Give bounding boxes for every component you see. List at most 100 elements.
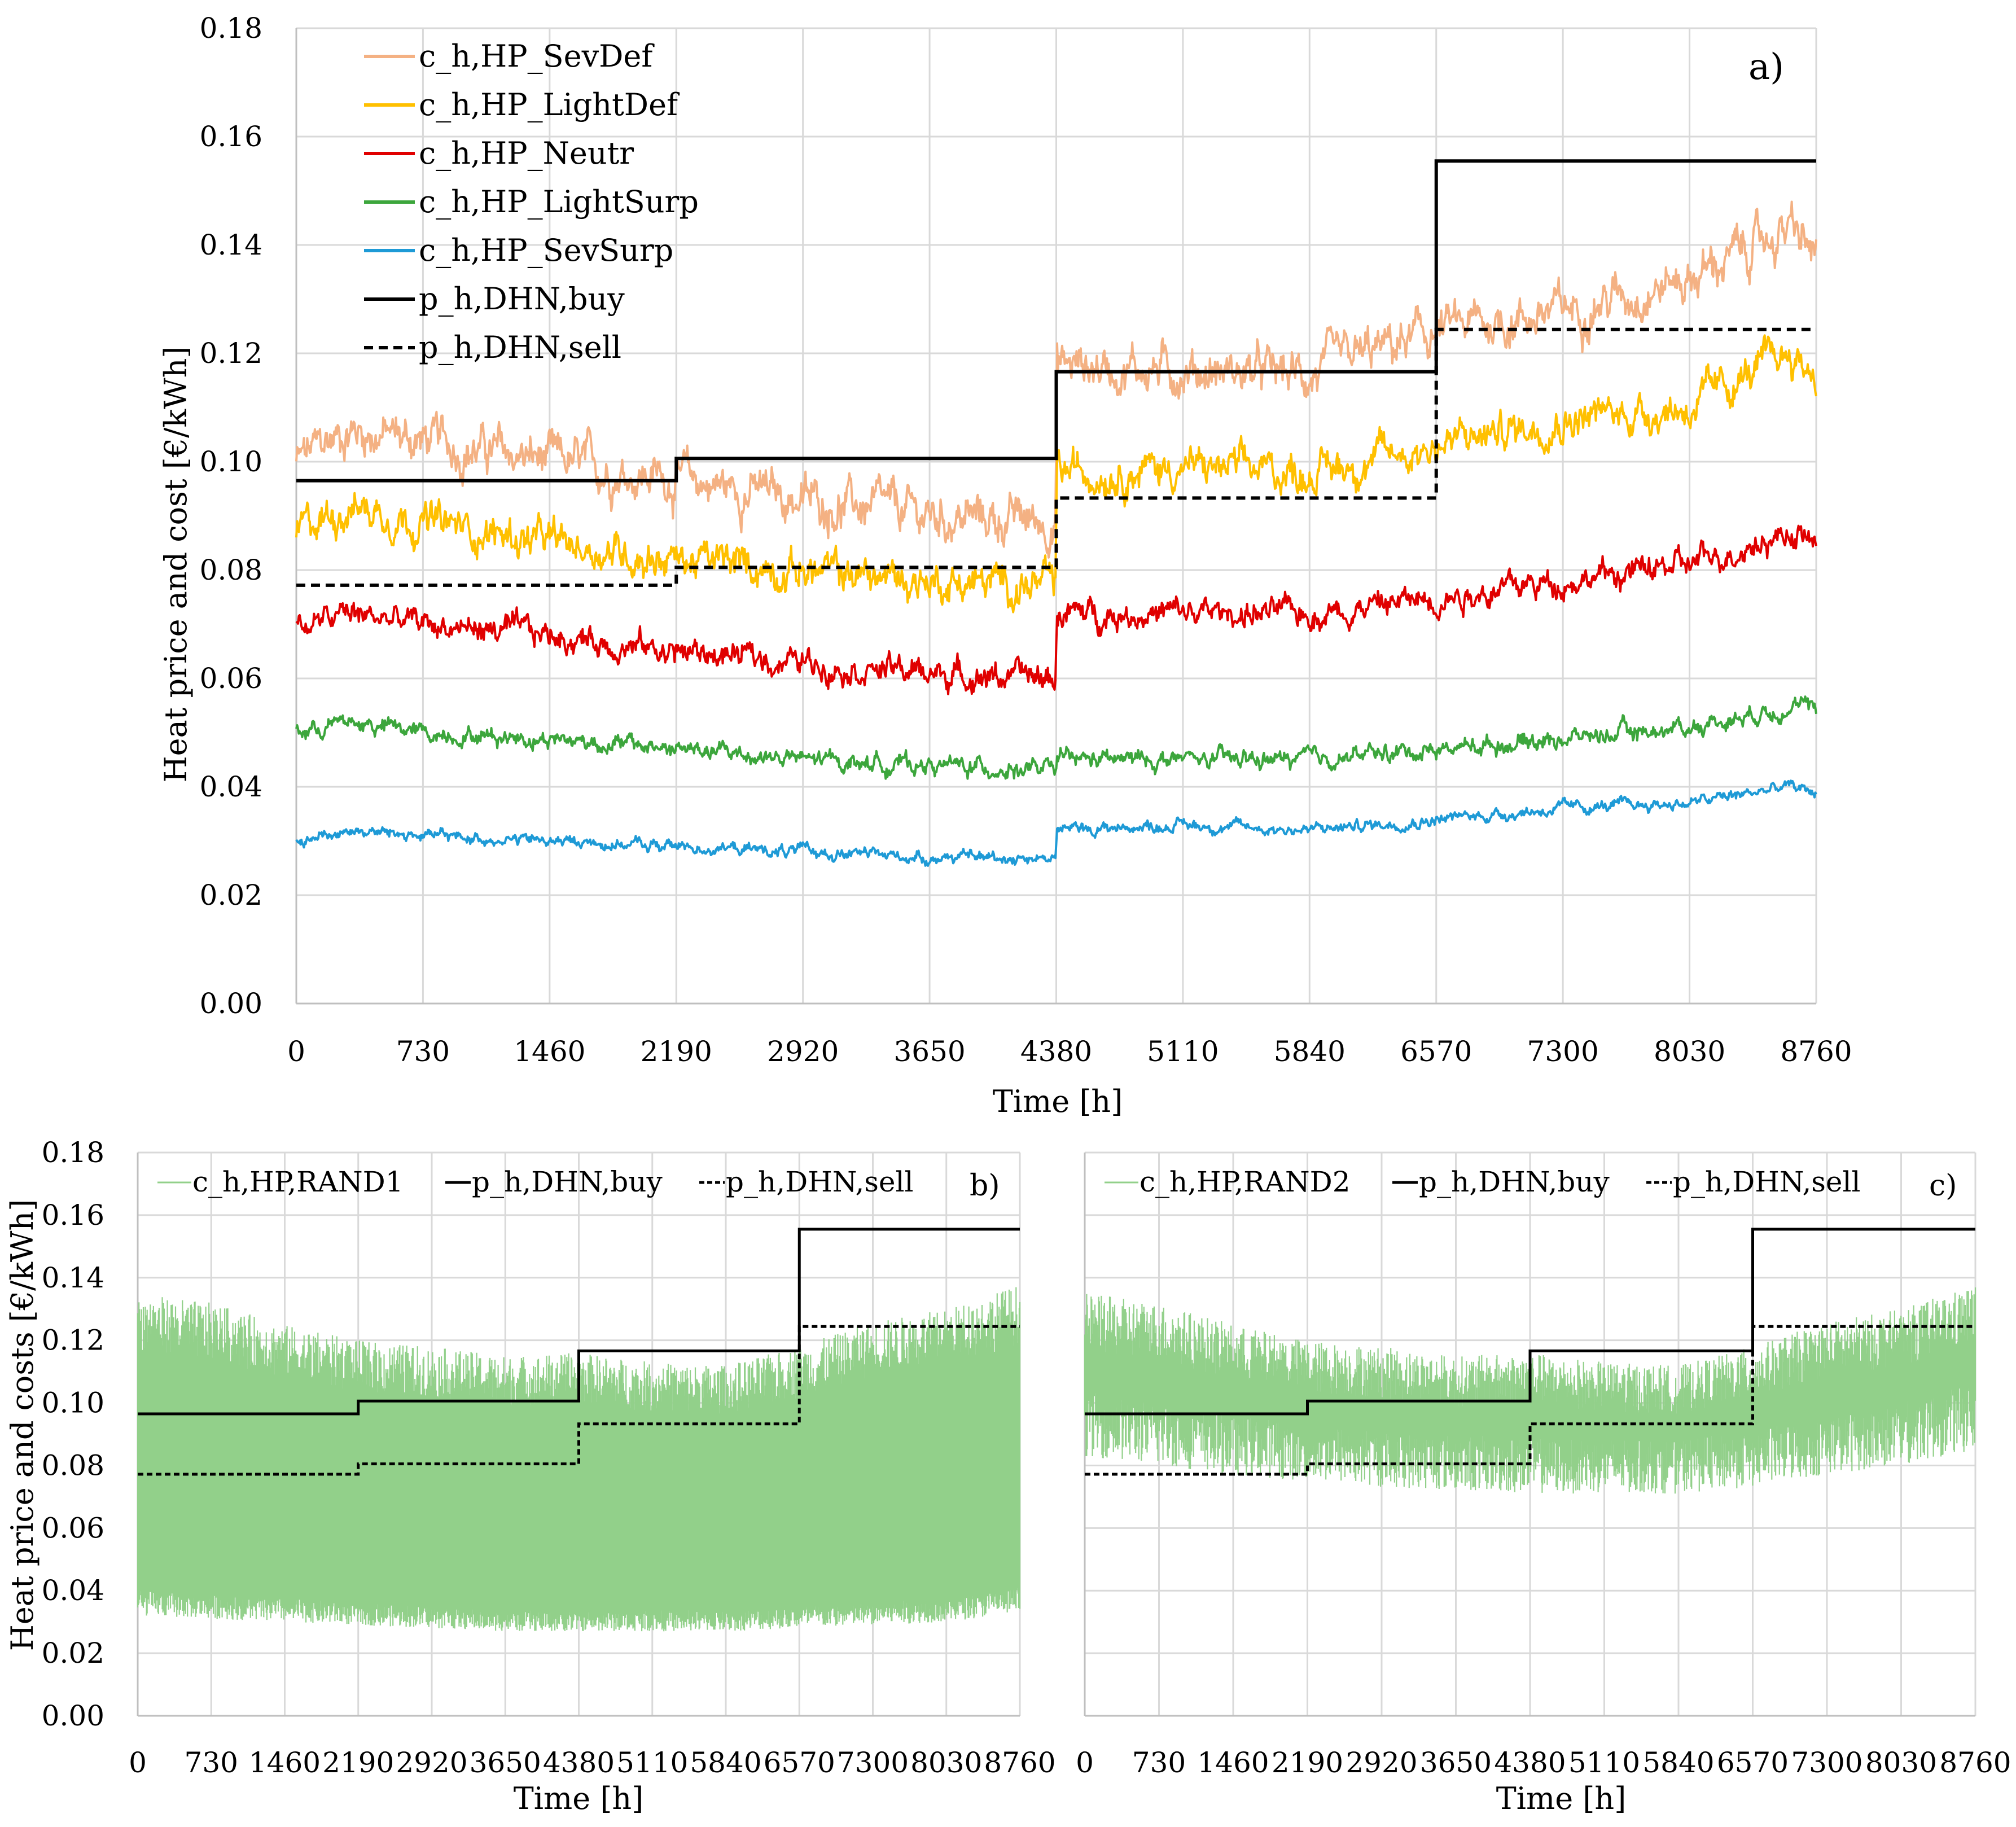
y-tick-label: 0.16	[200, 120, 262, 153]
legend-label: c_h,HP,RAND2	[1140, 1166, 1351, 1198]
x-tick-label: 8760	[1780, 1035, 1852, 1068]
panel-b-plot-area	[137, 1228, 1021, 1632]
x-tick-label: 3650	[893, 1035, 965, 1068]
x-tick-label: 0	[287, 1035, 305, 1068]
y-tick-label: 0.08	[200, 554, 262, 586]
panel-b-ticks: 0 730 1460 2190 2920 3650 4380 5110 5840 6570 7300…	[42, 1136, 1056, 1779]
y-tick-label: 0.10	[42, 1387, 104, 1419]
x-tick-label: 0	[1076, 1746, 1094, 1779]
legend-label: p_h,DHN,buy	[419, 281, 625, 317]
legend-label: p_h,DHN,buy	[1419, 1166, 1610, 1198]
x-tick-label: 730	[185, 1746, 238, 1779]
x-tick-label: 5110	[1147, 1035, 1219, 1068]
legend-label: p_h,DHN,sell	[419, 330, 621, 365]
y-tick-label: 0.04	[200, 770, 262, 803]
y-tick-label: 0.08	[42, 1449, 104, 1482]
panel-a-y-axis-title: Heat price and cost [€/kWh]	[158, 347, 194, 783]
y-tick-label: 0.18	[200, 12, 262, 45]
y-tick-label: 0.10	[200, 445, 262, 478]
x-tick-label: 7300	[1527, 1035, 1599, 1068]
x-tick-label: 1460	[249, 1746, 321, 1779]
series-p_h,DHN,buy	[296, 159, 1816, 483]
legend-label: c_h,HP_SevDef	[419, 38, 655, 74]
series-c_h,HP,RAND1	[137, 1287, 1021, 1632]
y-tick-label: 0.12	[200, 337, 262, 370]
x-tick-label: 4380	[1494, 1746, 1566, 1779]
panel-b-legend: c_h,HP,RAND1 p_h,DHN,buy p_h,DHN,sell	[157, 1166, 913, 1198]
panel-c-x-axis-title: Time [h]	[1496, 1781, 1627, 1816]
x-tick-label: 730	[396, 1035, 450, 1068]
y-tick-label: 0.18	[42, 1136, 104, 1169]
legend-label: p_h,DHN,sell	[1673, 1166, 1860, 1198]
x-tick-label: 5840	[1274, 1035, 1346, 1068]
x-tick-label: 6570	[1400, 1035, 1472, 1068]
panel-b: 0 730 1460 2190 2920 3650 4380 5110 5840 6570 7300…	[5, 1136, 1056, 1816]
x-tick-label: 4380	[1020, 1035, 1092, 1068]
panel-c-plot-area	[1084, 1228, 1976, 1494]
panel-a-ticks: 0 730 1460 2190 2920 3650 4380 5110 5840 6570 7300…	[200, 12, 1852, 1068]
x-tick-label: 1460	[514, 1035, 585, 1068]
y-tick-label: 0.02	[200, 879, 262, 912]
legend-label: c_h,HP,RAND1	[192, 1166, 404, 1198]
x-tick-label: 5840	[1642, 1746, 1714, 1779]
x-tick-label: 8030	[910, 1746, 982, 1779]
panel-a: 0 730 1460 2190 2920 3650 4380 5110 5840 6570 7300…	[158, 12, 1852, 1119]
x-tick-label: 6570	[1717, 1746, 1789, 1779]
y-tick-label: 0.00	[200, 987, 262, 1020]
legend-label: c_h,HP_Neutr	[419, 135, 634, 171]
y-tick-label: 0.04	[42, 1574, 104, 1607]
legend-label: p_h,DHN,buy	[472, 1166, 663, 1198]
series-p_h,DHN,buy	[1085, 1228, 1975, 1416]
series-p_h,DHN,buy	[138, 1228, 1020, 1416]
x-tick-label: 6570	[764, 1746, 835, 1779]
panel-c: 0 730 1460 2190 2920 3650 4380 5110 5840 6570 7300…	[1076, 1151, 2011, 1816]
panel-b-x-axis-title: Time [h]	[514, 1781, 644, 1816]
y-tick-label: 0.00	[42, 1699, 104, 1732]
x-tick-label: 730	[1132, 1746, 1186, 1779]
y-tick-label: 0.14	[200, 229, 262, 261]
band-core	[138, 1379, 1020, 1606]
x-tick-label: 0	[129, 1746, 147, 1779]
x-tick-label: 2920	[396, 1746, 467, 1779]
y-tick-label: 0.12	[42, 1324, 104, 1357]
x-tick-label: 5110	[616, 1746, 688, 1779]
series-p_h,DHN,sell	[138, 1325, 1020, 1476]
panel-c-ticks: 0 730 1460 2190 2920 3650 4380 5110 5840 6570 7300…	[1076, 1746, 2011, 1779]
series-c_h,HP_Neutr	[295, 524, 1817, 695]
panel-b-label: b)	[970, 1169, 1000, 1203]
x-tick-label: 2190	[641, 1035, 712, 1068]
panel-a-plot-area	[295, 159, 1817, 867]
y-tick-label: 0.02	[42, 1637, 104, 1670]
x-tick-label: 3650	[470, 1746, 541, 1779]
legend-label: c_h,HP_LightSurp	[419, 184, 699, 220]
series-c_h,HP_SevSurp	[295, 779, 1817, 867]
x-tick-label: 7300	[837, 1746, 909, 1779]
y-tick-label: 0.06	[200, 662, 262, 695]
panel-a-label: a)	[1748, 46, 1784, 88]
x-tick-label: 4380	[543, 1746, 615, 1779]
x-tick-label: 2920	[1346, 1746, 1417, 1779]
y-tick-label: 0.06	[42, 1511, 104, 1544]
x-tick-label: 5840	[690, 1746, 761, 1779]
x-tick-label: 2190	[322, 1746, 394, 1779]
panel-b-y-axis-title: Heat price and costs [€/kWh]	[5, 1199, 40, 1651]
legend-label: c_h,HP_SevSurp	[419, 233, 673, 268]
series-c_h,HP_LightSurp	[295, 695, 1817, 780]
legend-label: p_h,DHN,sell	[726, 1166, 913, 1198]
panel-c-legend: c_h,HP,RAND2 p_h,DHN,buy p_h,DHN,sell	[1105, 1166, 1860, 1198]
x-tick-label: 1460	[1197, 1746, 1269, 1779]
panel-a-legend: c_h,HP_SevDef c_h,HP_LightDef c_h,HP_Neutr…	[364, 38, 699, 365]
y-tick-label: 0.16	[42, 1199, 104, 1232]
x-tick-label: 5110	[1568, 1746, 1640, 1779]
x-tick-label: 2920	[767, 1035, 839, 1068]
x-tick-label: 8030	[1865, 1746, 1937, 1779]
panel-c-label: c)	[1929, 1169, 1957, 1203]
y-tick-label: 0.14	[42, 1261, 104, 1294]
series-p_h,DHN,sell	[296, 327, 1816, 587]
x-tick-label: 2190	[1272, 1746, 1343, 1779]
series-p_h,DHN,sell	[1085, 1325, 1975, 1476]
panel-a-x-axis-title: Time [h]	[993, 1084, 1123, 1119]
x-tick-label: 8030	[1654, 1035, 1725, 1068]
x-tick-label: 8760	[984, 1746, 1055, 1779]
